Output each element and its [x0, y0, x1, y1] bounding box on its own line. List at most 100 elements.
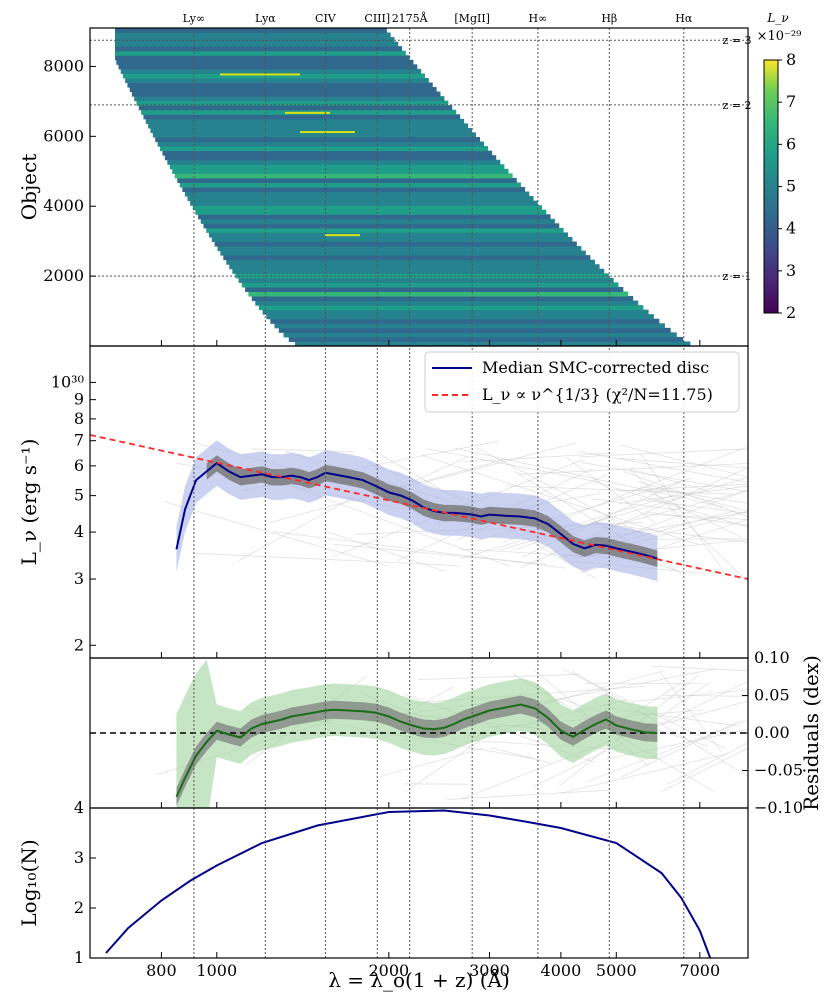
- heatmap-bright-streak: [220, 73, 300, 76]
- emission-line-label: Hβ: [601, 12, 617, 25]
- emission-line-label: CIII]: [364, 12, 390, 25]
- background-residual: [417, 673, 580, 681]
- background-spectrum: [455, 447, 724, 508]
- counts-ytick-label: 1: [74, 948, 84, 967]
- emission-line-label: Hα: [675, 12, 693, 25]
- heatmap-row: [136, 100, 449, 106]
- powerlaw-fit-line: [90, 434, 748, 580]
- xtick-label: 5000: [596, 961, 637, 980]
- background-spectrum: [645, 499, 748, 514]
- background-spectrum: [622, 470, 748, 518]
- heatmap-row: [232, 268, 605, 274]
- xtick-label: 4000: [541, 961, 582, 980]
- emission-line-label: CIV: [315, 12, 337, 25]
- heatmap-row: [157, 141, 485, 147]
- background-spectrum: [580, 461, 748, 493]
- background-spectrum: [195, 552, 458, 566]
- xtick-label: 3000: [469, 961, 510, 980]
- heatmap-row: [288, 336, 684, 342]
- heatmap-row: [270, 318, 660, 324]
- count-line: [105, 809, 712, 958]
- heatmap-row: [115, 41, 399, 47]
- spectrum-ytick-label: 9: [74, 390, 84, 409]
- colorbar-tick-label: 8: [786, 50, 796, 69]
- heatmap-row: [195, 209, 547, 215]
- colorbar-tick-label: 7: [786, 92, 796, 111]
- redshift-markers: z = 1 z = 2 z = 3: [90, 34, 752, 283]
- redshift-marker-label: z = 1: [722, 270, 751, 283]
- heatmap-bright-streak: [300, 131, 355, 134]
- heatmap-row: [214, 241, 577, 247]
- heatmap-row: [258, 305, 644, 311]
- heatmap-bright-streak: [325, 234, 360, 237]
- heatmap-row: [203, 223, 560, 229]
- background-residual: [662, 700, 748, 725]
- colorbar: [763, 59, 779, 314]
- median-disc-line: [175, 461, 658, 560]
- background-residual: [490, 747, 552, 764]
- x-axis-title: λ = λ_o(1 + z) (Å): [328, 967, 510, 992]
- background-spectrum: [333, 543, 547, 565]
- background-spectrum: [602, 490, 748, 529]
- heatmap-row: [184, 191, 530, 197]
- spectrum-ytick-label: 10³⁰: [51, 372, 84, 391]
- background-spectrum: [252, 448, 354, 453]
- heatmap-row: [129, 87, 437, 93]
- emission-line-label: 2175Å: [392, 11, 429, 25]
- spectrum-ylabel: L_ν (erg s⁻¹): [17, 439, 41, 566]
- heatmap-row: [152, 132, 477, 138]
- background-spectrum: [619, 444, 748, 478]
- spectrum-ytick-label: 6: [74, 456, 84, 475]
- residual-ytick-label: −0.10: [754, 798, 803, 817]
- heatmap-row: [125, 77, 429, 84]
- heatmap-row: [251, 296, 634, 302]
- background-residual: [587, 719, 748, 782]
- background-residual: [666, 742, 748, 785]
- background-residual: [651, 665, 748, 672]
- colorbar-label: L_ν: [766, 11, 788, 25]
- counts-ylabel: Log₁₀(N): [17, 839, 41, 926]
- heatmap-row: [217, 246, 582, 252]
- background-residual: [571, 670, 748, 777]
- colorbar-tick-label: 5: [786, 177, 796, 196]
- background-spectrum: [426, 448, 600, 483]
- heatmap-row: [238, 277, 614, 283]
- heatmap-row: [164, 155, 497, 161]
- heatmap-row: [115, 55, 410, 61]
- legend-powerlaw-label: L_ν ∝ ν^{1/3} (χ²/N=11.75): [482, 385, 713, 404]
- background-spectrum: [645, 489, 742, 538]
- heatmap-row: [262, 309, 649, 315]
- background-spectrum: [421, 454, 699, 545]
- background-spectrum: [579, 448, 748, 458]
- background-spectrum: [618, 483, 748, 492]
- background-spectrum: [272, 531, 566, 569]
- heatmap-row: [248, 291, 629, 297]
- heatmap-row: [278, 327, 671, 333]
- heatmap-row: [145, 118, 465, 124]
- heatmap-row: [118, 64, 418, 70]
- redshift-marker-label: z = 2: [722, 99, 751, 112]
- emission-line-label: [MgII]: [454, 12, 490, 25]
- heatmap-row: [182, 187, 526, 193]
- counts-ytick-label: 2: [74, 898, 84, 917]
- background-spectrum: [627, 467, 711, 493]
- heatmap-row: [115, 32, 391, 38]
- background-spectrum: [164, 501, 389, 567]
- heatmap-row: [115, 46, 403, 52]
- heatmap-row: [115, 28, 387, 34]
- background-residual: [631, 689, 748, 703]
- colorbar-tick-label: 4: [786, 219, 796, 238]
- heatmap-bright-streak: [285, 111, 330, 114]
- heatmap-row: [177, 177, 517, 183]
- heatmap-row: [226, 259, 595, 265]
- background-spectrum: [462, 452, 616, 463]
- heatmap-row: [229, 264, 600, 270]
- background-residual: [661, 747, 748, 793]
- heatmap-ylabel: Object: [17, 154, 41, 220]
- heatmap-ytick-label: 4000: [43, 196, 84, 215]
- heatmap-row: [138, 105, 453, 111]
- emission-line-label: Ly∞: [183, 12, 206, 25]
- heatmap-row: [169, 164, 505, 170]
- heatmap-row: [131, 91, 441, 97]
